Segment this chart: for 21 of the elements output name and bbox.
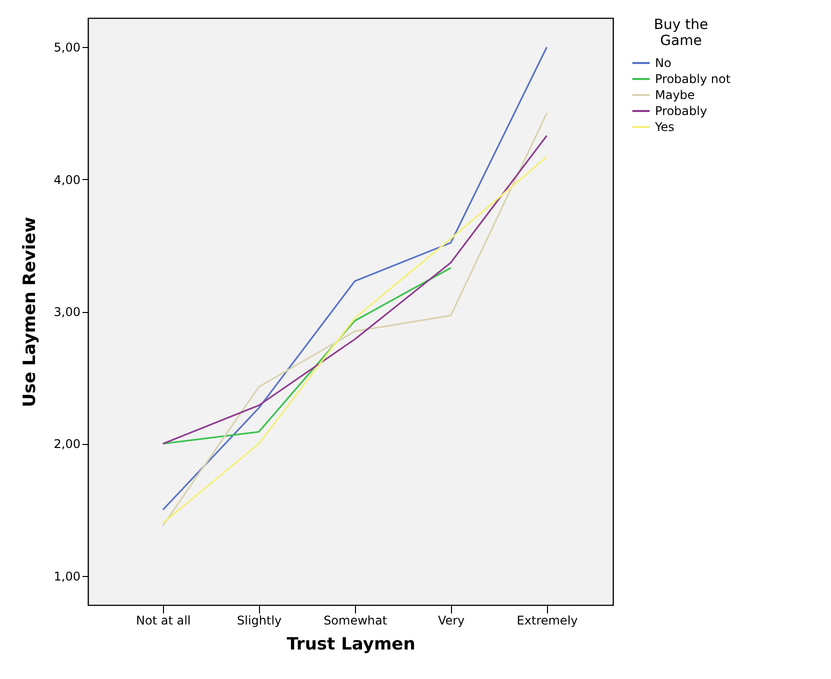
y-tick-label: 4,00 xyxy=(54,172,80,187)
y-tick-label: 5,00 xyxy=(54,40,80,55)
x-tick-label: Extremely xyxy=(516,614,578,628)
y-tick-label: 2,00 xyxy=(54,437,80,452)
legend-label: Probably xyxy=(655,104,708,118)
line-series xyxy=(162,267,452,445)
x-tick-label: Very xyxy=(438,614,465,628)
x-tick-label: Somewhat xyxy=(324,614,388,628)
legend-label: Maybe xyxy=(655,88,695,102)
legend-label: Yes xyxy=(654,120,674,134)
y-tick-label: 1,00 xyxy=(54,569,80,584)
legend-title: Buy the Game xyxy=(654,17,708,49)
x-axis-title: Trust Laymen xyxy=(286,634,416,654)
y-tick-label: 3,00 xyxy=(54,305,80,319)
legend-label: Probably not xyxy=(655,72,731,86)
legend-label: No xyxy=(655,56,672,70)
x-tick-label: Slightly xyxy=(237,614,282,628)
x-tick-label: Not at all xyxy=(136,614,191,628)
line-series xyxy=(162,134,548,445)
line-series xyxy=(162,46,548,511)
y-axis-title: Use Laymen Review xyxy=(20,216,40,408)
